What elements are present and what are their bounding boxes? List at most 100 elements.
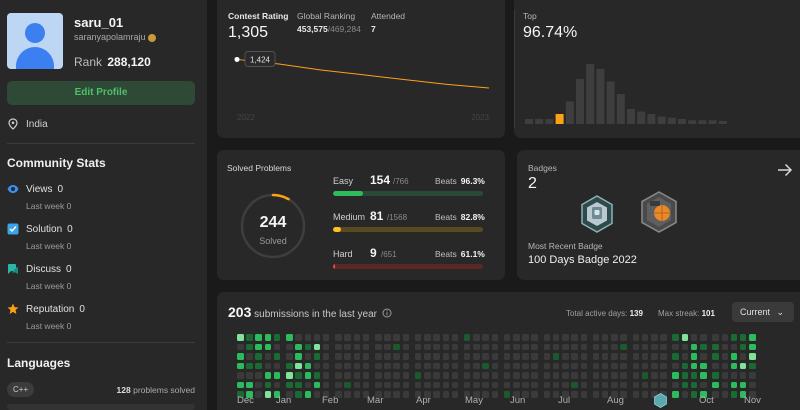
heatmap-cell[interactable] — [304, 381, 311, 388]
heatmap-cell[interactable] — [295, 334, 302, 341]
heatmap-cell[interactable] — [721, 334, 729, 341]
heatmap-cell[interactable] — [672, 343, 679, 350]
heatmap-cell[interactable] — [592, 381, 600, 388]
heatmap-cell[interactable] — [322, 334, 330, 341]
heatmap-cell[interactable] — [442, 391, 449, 398]
heatmap-cell[interactable] — [414, 372, 422, 379]
heatmap-cell[interactable] — [690, 381, 698, 388]
heatmap-cell[interactable] — [522, 334, 529, 341]
heatmap-cell[interactable] — [384, 381, 391, 388]
heatmap-cell[interactable] — [473, 391, 480, 398]
heatmap-cell[interactable] — [660, 362, 667, 369]
heatmap-cell[interactable] — [552, 343, 560, 350]
heatmap-cell[interactable] — [344, 372, 351, 379]
heatmap-cell[interactable] — [482, 381, 489, 388]
heatmap-cell[interactable] — [672, 362, 679, 369]
heatmap-cell[interactable] — [690, 372, 698, 379]
heatmap-cell[interactable] — [522, 372, 529, 379]
heatmap-cell[interactable] — [335, 343, 342, 350]
heatmap-cell[interactable] — [353, 391, 361, 398]
heatmap-cell[interactable] — [402, 343, 410, 350]
heatmap-cell[interactable] — [739, 343, 747, 350]
heatmap-cell[interactable] — [739, 353, 747, 360]
heatmap-cell[interactable] — [362, 353, 370, 360]
heatmap-cell[interactable] — [473, 343, 480, 350]
heatmap-cell[interactable] — [304, 362, 311, 369]
heatmap-cell[interactable] — [451, 362, 459, 369]
heatmap-cell[interactable] — [237, 372, 244, 379]
heatmap-cell[interactable] — [552, 334, 560, 341]
heatmap-cell[interactable] — [424, 391, 431, 398]
heatmap-cell[interactable] — [513, 381, 520, 388]
info-icon[interactable] — [382, 308, 392, 318]
heatmap-cell[interactable] — [433, 362, 440, 369]
heatmap-cell[interactable] — [246, 362, 253, 369]
heatmap-cell[interactable] — [451, 343, 459, 350]
language-tag[interactable]: C++ — [7, 382, 35, 397]
heatmap-cell[interactable] — [601, 353, 609, 360]
heatmap-cell[interactable] — [482, 391, 489, 398]
heatmap-cell[interactable] — [522, 343, 529, 350]
heatmap-cell[interactable] — [273, 353, 281, 360]
rating-chart[interactable]: 1,424 2022 2023 — [217, 46, 505, 128]
heatmap-cell[interactable] — [442, 362, 449, 369]
heatmap-cell[interactable] — [513, 372, 520, 379]
heatmap-cell[interactable] — [491, 334, 499, 341]
heatmap-cell[interactable] — [712, 362, 719, 369]
heatmap-cell[interactable] — [592, 343, 600, 350]
heatmap-cell[interactable] — [712, 381, 719, 388]
heatmap-cell[interactable] — [402, 381, 410, 388]
heatmap-cell[interactable] — [295, 343, 302, 350]
heatmap-cell[interactable] — [611, 334, 618, 341]
heatmap-cell[interactable] — [592, 372, 600, 379]
heatmap-cell[interactable] — [375, 353, 382, 360]
heatmap-cell[interactable] — [712, 372, 719, 379]
heatmap-cell[interactable] — [592, 334, 600, 341]
heatmap-cell[interactable] — [322, 391, 330, 398]
heatmap-cell[interactable] — [632, 353, 640, 360]
heatmap-cell[interactable] — [641, 343, 649, 350]
heatmap-cell[interactable] — [335, 362, 342, 369]
submission-heatmap[interactable] — [217, 292, 800, 410]
heatmap-cell[interactable] — [592, 362, 600, 369]
heatmap-cell[interactable] — [264, 353, 272, 360]
heatmap-cell[interactable] — [491, 391, 499, 398]
heatmap-cell[interactable] — [651, 372, 658, 379]
heatmap-cell[interactable] — [353, 334, 361, 341]
heatmap-cell[interactable] — [491, 372, 499, 379]
heatmap-cell[interactable] — [255, 353, 262, 360]
badge-100-days-icon[interactable] — [639, 190, 679, 234]
heatmap-cell[interactable] — [442, 343, 449, 350]
heatmap-cell[interactable] — [531, 391, 538, 398]
heatmap-cell[interactable] — [482, 372, 489, 379]
heatmap-cell[interactable] — [237, 343, 244, 350]
heatmap-cell[interactable] — [313, 362, 321, 369]
heatmap-cell[interactable] — [264, 381, 272, 388]
heatmap-cell[interactable] — [632, 343, 640, 350]
heatmap-cell[interactable] — [335, 353, 342, 360]
heatmap-cell[interactable] — [353, 343, 361, 350]
heatmap-cell[interactable] — [592, 391, 600, 398]
heatmap-cell[interactable] — [246, 381, 253, 388]
heatmap-cell[interactable] — [641, 391, 649, 398]
heatmap-cell[interactable] — [580, 362, 588, 369]
heatmap-cell[interactable] — [255, 343, 262, 350]
heatmap-cell[interactable] — [641, 362, 649, 369]
heatmap-cell[interactable] — [721, 343, 729, 350]
rating-point[interactable] — [234, 56, 240, 62]
heatmap-cell[interactable] — [433, 381, 440, 388]
heatmap-cell[interactable] — [681, 372, 689, 379]
heatmap-cell[interactable] — [491, 353, 499, 360]
heatmap-cell[interactable] — [620, 372, 627, 379]
heatmap-cell[interactable] — [543, 381, 551, 388]
heatmap-cell[interactable] — [295, 372, 302, 379]
heatmap-cell[interactable] — [286, 372, 293, 379]
heatmap-cell[interactable] — [473, 353, 480, 360]
heatmap-cell[interactable] — [255, 391, 262, 398]
heatmap-cell[interactable] — [442, 334, 449, 341]
heatmap-cell[interactable] — [611, 343, 618, 350]
heatmap-cell[interactable] — [473, 362, 480, 369]
heatmap-cell[interactable] — [237, 353, 244, 360]
heatmap-cell[interactable] — [552, 391, 560, 398]
heatmap-cell[interactable] — [414, 343, 422, 350]
